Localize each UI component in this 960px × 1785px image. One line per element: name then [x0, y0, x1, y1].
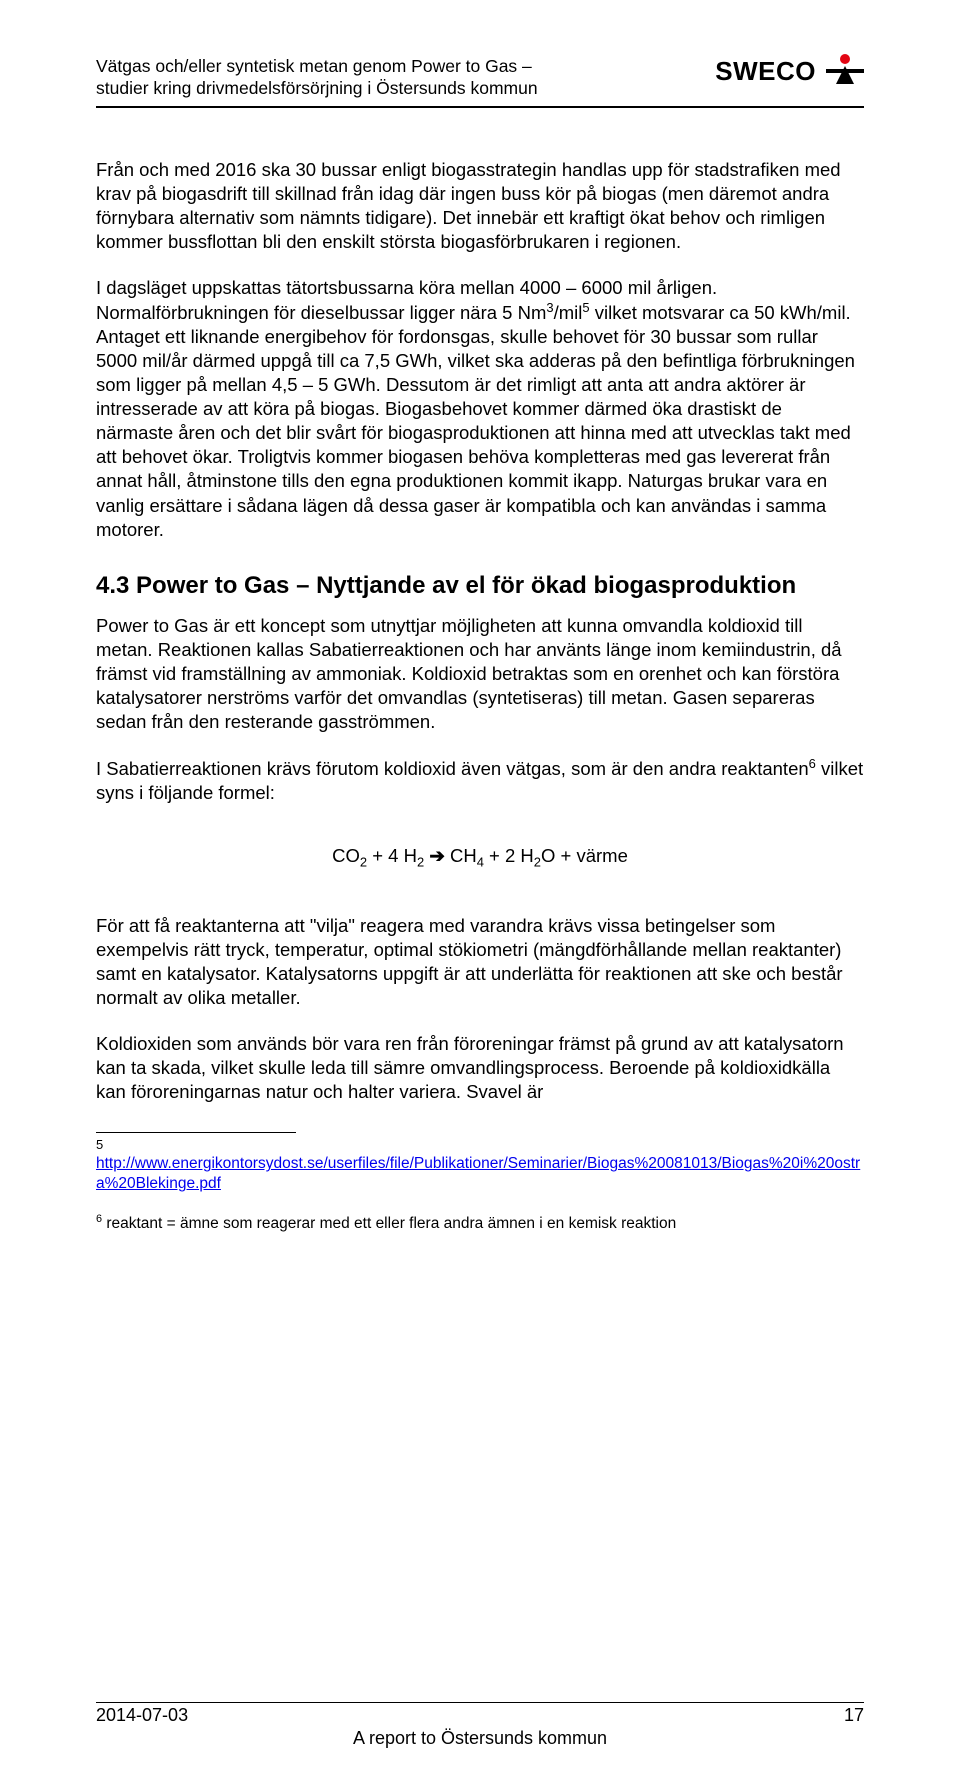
page-footer: 2014-07-03 17 A report to Östersunds kom…: [96, 1702, 864, 1749]
footer-page-number: 17: [844, 1705, 864, 1726]
formula-sub-4: 2: [534, 855, 541, 870]
arrow-icon: ➔: [429, 845, 445, 867]
footer-subtitle: A report to Östersunds kommun: [96, 1728, 864, 1749]
p4-sup-6: 6: [809, 756, 816, 771]
page: Vätgas och/eller syntetisk metan genom P…: [0, 0, 960, 1785]
p4-text-a: I Sabatierreaktionen krävs förutom koldi…: [96, 758, 809, 779]
formula-sub-2: 2: [417, 855, 424, 870]
paragraph-4: I Sabatierreaktionen krävs förutom koldi…: [96, 756, 864, 805]
footer-top-row: 2014-07-03 17: [96, 1702, 864, 1726]
logo: SWECO: [715, 52, 864, 90]
logo-text: SWECO: [715, 56, 816, 87]
paragraph-6: Koldioxiden som används bör vara ren frå…: [96, 1032, 864, 1104]
footnote-5-number: 5: [96, 1137, 864, 1152]
section-heading-4-3: 4.3 Power to Gas – Nyttjande av el för ö…: [96, 572, 864, 600]
footer-date: 2014-07-03: [96, 1705, 188, 1726]
equation-sabatier: CO2 + 4 H2 ➔ CH4 + 2 H2O + värme: [96, 845, 864, 870]
header-doc-title: Vätgas och/eller syntetisk metan genom P…: [96, 56, 538, 100]
footnote-separator: [96, 1132, 296, 1133]
formula-frag-3: + 2 H: [484, 845, 534, 866]
formula-sub-3: 4: [477, 855, 484, 870]
paragraph-1: Från och med 2016 ska 30 bussar enligt b…: [96, 158, 864, 254]
header-line-1: Vätgas och/eller syntetisk metan genom P…: [96, 56, 532, 76]
paragraph-5: För att få reaktanterna att "vilja" reag…: [96, 914, 864, 1010]
header-rule: [96, 106, 864, 108]
footnote-5-link[interactable]: http://www.energikontorsydost.se/userfil…: [96, 1154, 864, 1194]
logo-icon: [826, 52, 864, 90]
footnote-6: 6 reaktant = ämne som reagerar med ett e…: [96, 1212, 864, 1234]
p2-sup-5: 5: [582, 300, 589, 315]
formula-frag-4: O + värme: [541, 845, 628, 866]
formula-frag-1: + 4 H: [367, 845, 417, 866]
p2-sup-3: 3: [546, 300, 553, 315]
p2-text-c: vilket motsvarar ca 50 kWh/mil. Antaget …: [96, 302, 855, 539]
formula-sub-1: 2: [360, 855, 367, 870]
paragraph-2: I dagsläget uppskattas tätortsbussarna k…: [96, 276, 864, 542]
footnote-6-text: reaktant = ämne som reagerar med ett ell…: [102, 1216, 676, 1233]
p2-text-b: /mil: [554, 302, 583, 323]
header-line-2: studier kring drivmedelsförsörjning i Ös…: [96, 78, 538, 98]
page-header: Vätgas och/eller syntetisk metan genom P…: [96, 56, 864, 100]
paragraph-3: Power to Gas är ett koncept som utnyttja…: [96, 614, 864, 734]
formula-frag-2: CH: [445, 845, 477, 866]
